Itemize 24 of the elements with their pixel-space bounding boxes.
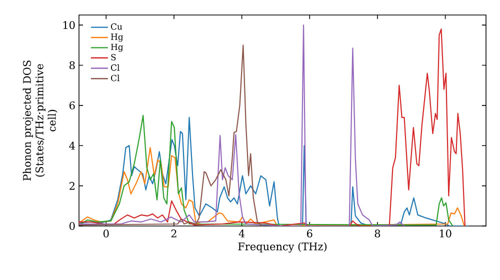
legend-label: Cl — [110, 64, 120, 71]
x-tick-label: 2 — [171, 230, 176, 238]
line-series — [79, 24, 405, 226]
legend-label: Hg — [110, 34, 124, 42]
y-tick-label: 4 — [69, 142, 75, 150]
x-tick-label: 10 — [440, 230, 452, 238]
y-tick-label: 2 — [70, 182, 74, 190]
x-tick-label: 4 — [238, 230, 245, 238]
y-tick-label: 10 — [63, 21, 75, 29]
line-series — [79, 147, 465, 226]
y-axis-title: Phonon projected DOS (States/THz·primitive cell) — [22, 60, 58, 181]
y-tick-label: 6 — [70, 101, 75, 110]
legend-label: Hg — [110, 44, 124, 52]
legend-label: Cu — [110, 23, 122, 30]
x-tick-label: 6 — [307, 230, 312, 238]
x-tick-label: 8 — [374, 230, 380, 238]
legend-label: S — [111, 54, 116, 60]
line-series — [79, 28, 466, 226]
legend-label: Cl — [110, 74, 120, 82]
line-series — [79, 44, 263, 226]
y-tick-label: 0 — [70, 222, 75, 230]
x-tick-label: 0 — [103, 230, 109, 238]
x-axis-title: Frequency (THz) — [238, 242, 327, 253]
y-tick-label: 8 — [70, 61, 75, 70]
